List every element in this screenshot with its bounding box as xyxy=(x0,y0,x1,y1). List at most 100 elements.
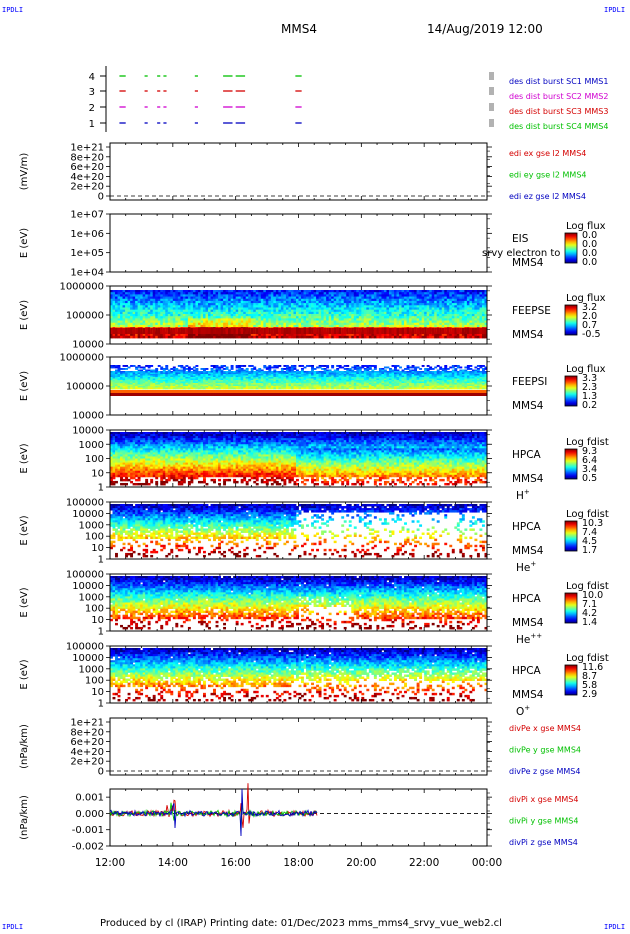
spectrogram-cell xyxy=(263,303,267,306)
spectrogram-cell xyxy=(180,296,184,300)
spectrogram-cell xyxy=(215,390,219,393)
spectrogram-cell xyxy=(250,386,254,388)
spectrogram-cell xyxy=(155,369,159,372)
spectrogram-cell xyxy=(459,335,463,339)
spectrogram-cell xyxy=(115,378,118,381)
spectrogram-cell xyxy=(441,335,445,339)
spectrogram-cell xyxy=(461,305,465,308)
spectrogram-cell xyxy=(150,328,154,334)
spectrogram-cell xyxy=(195,298,199,302)
spectrogram-cell xyxy=(451,305,455,308)
spectrogram-cell xyxy=(416,307,420,311)
spectrogram-cell xyxy=(162,292,166,295)
spectrogram-cell xyxy=(466,305,470,308)
spectrogram-cell xyxy=(238,377,242,379)
spectrogram-cell xyxy=(213,298,216,302)
spectrogram-cell xyxy=(213,371,216,373)
spectrogram-cell xyxy=(197,316,201,319)
spectrogram-cell xyxy=(248,294,252,297)
spectrogram-cell xyxy=(303,328,307,334)
spectrogram-cell xyxy=(426,298,430,302)
spectrogram-cell xyxy=(175,374,179,376)
spectrogram-cell xyxy=(145,387,149,390)
spectrogram-cell xyxy=(145,316,149,319)
spectrogram-cell xyxy=(115,374,118,376)
spectrogram-cell xyxy=(233,333,237,337)
spectrogram-cell xyxy=(112,380,116,382)
spectrogram-cell xyxy=(150,372,154,375)
spectrogram-cell xyxy=(353,322,357,326)
spectrogram-cell xyxy=(155,383,159,385)
spectrogram-cell xyxy=(361,328,365,334)
spectrogram-cell xyxy=(210,380,214,382)
spectrogram-cell xyxy=(338,322,342,326)
spectrogram-cell xyxy=(238,305,242,308)
spectrogram-cell xyxy=(348,316,352,319)
spectrogram-cell xyxy=(165,387,169,390)
panel-frame xyxy=(109,142,488,201)
spectrogram-cell xyxy=(278,365,282,367)
spectrogram-cell xyxy=(444,300,448,304)
spectrogram-cell xyxy=(165,322,169,326)
spectrogram-cell xyxy=(150,305,154,308)
spectrogram-cell xyxy=(175,294,179,297)
spectrogram-cell xyxy=(130,305,134,308)
spectrogram-cell xyxy=(333,290,337,293)
spectrogram-cell xyxy=(177,294,181,297)
spectrogram-cell xyxy=(288,378,292,381)
spectrogram-cell xyxy=(436,333,440,337)
spectrogram-cell xyxy=(358,290,362,293)
spectrogram-cell xyxy=(235,298,239,302)
spectrogram-cell xyxy=(401,311,405,315)
spectrogram-cell xyxy=(313,328,317,334)
spectrogram-cell xyxy=(243,309,247,313)
spectrogram-cell xyxy=(150,322,154,326)
spectrogram-cell xyxy=(160,384,164,387)
spectrogram-cell xyxy=(162,380,166,382)
spectrogram-cell xyxy=(122,316,126,319)
spectrogram-cell xyxy=(376,335,380,339)
spectrogram-cell xyxy=(285,384,289,387)
spectrogram-cell xyxy=(167,335,171,339)
spectrogram-cell xyxy=(220,369,224,372)
spectrogram-cell xyxy=(439,305,443,308)
spectrogram-cell xyxy=(436,290,440,293)
spectrogram-cell xyxy=(215,298,219,302)
spectrogram-cell xyxy=(265,290,269,293)
spectrogram-cell xyxy=(268,384,272,387)
spectrogram-cell xyxy=(376,303,380,306)
spectrogram-cell xyxy=(255,372,259,375)
spectrogram-cell xyxy=(177,309,181,313)
spectrogram-cell xyxy=(399,333,402,337)
y-axis-label: E (eV) xyxy=(19,300,30,330)
spectrogram-cell xyxy=(175,387,179,390)
spectrogram-cell xyxy=(145,300,149,304)
spectrogram-cell xyxy=(411,322,415,326)
spectrogram-cell xyxy=(238,292,242,295)
spectrogram-cell xyxy=(177,384,181,387)
spectrogram-cell xyxy=(142,294,146,297)
spectrogram-cell xyxy=(202,393,206,396)
spectrogram-cell xyxy=(346,294,350,297)
spectrogram-cell xyxy=(471,314,475,317)
spectrogram-cell xyxy=(110,381,113,384)
spectrogram-cell xyxy=(115,384,118,387)
spectrogram-cell xyxy=(150,380,154,382)
spectrogram-cell xyxy=(115,305,118,308)
spectrogram-cell xyxy=(200,292,204,295)
spectrogram-cell xyxy=(235,322,239,326)
spectrogram-cell xyxy=(195,369,199,372)
spectrogram-cell xyxy=(275,290,279,293)
spectrogram-cell xyxy=(346,324,350,328)
spectrogram-cell xyxy=(311,309,314,313)
spectrogram-cell xyxy=(228,303,232,306)
spectrogram-cell xyxy=(391,333,395,337)
spectrogram-cell xyxy=(451,303,455,306)
spectrogram-cell xyxy=(132,393,136,396)
spectrogram-cell xyxy=(175,298,179,302)
spectrogram-cell xyxy=(190,372,194,375)
spectrogram-cell xyxy=(162,375,166,378)
spectrogram-cell xyxy=(278,380,282,382)
spectrogram-cell xyxy=(132,386,136,388)
spectrogram-cell xyxy=(280,316,284,319)
